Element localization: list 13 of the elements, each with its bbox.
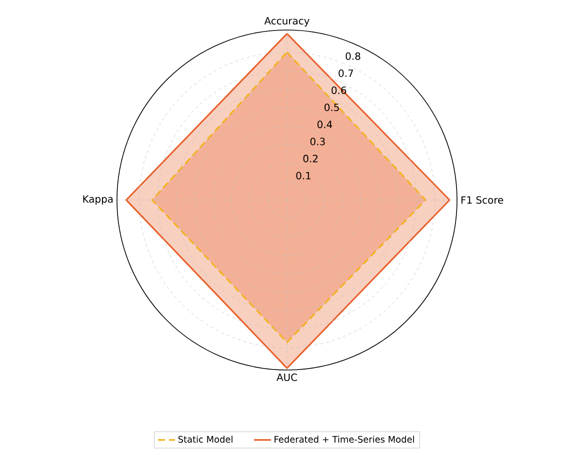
y-tick-label: 0.1 xyxy=(296,172,311,180)
y-tick-label: 0.3 xyxy=(310,138,325,146)
spoke-label: Kappa xyxy=(83,195,113,205)
y-tick-label: 0.2 xyxy=(303,154,318,162)
y-tick-label: 0.7 xyxy=(338,69,354,77)
legend-label: Static Model xyxy=(178,436,232,443)
spoke-label: Accuracy xyxy=(264,17,310,26)
spoke-label: AUC xyxy=(276,374,297,382)
spoke-label: F1 Score xyxy=(462,196,504,204)
legend-label: Federated + Time-Series Model xyxy=(274,436,414,443)
y-tick-label: 0.5 xyxy=(324,104,339,112)
y-tick-label: 0.4 xyxy=(317,120,332,128)
y-tick-label: 0.8 xyxy=(346,52,360,60)
